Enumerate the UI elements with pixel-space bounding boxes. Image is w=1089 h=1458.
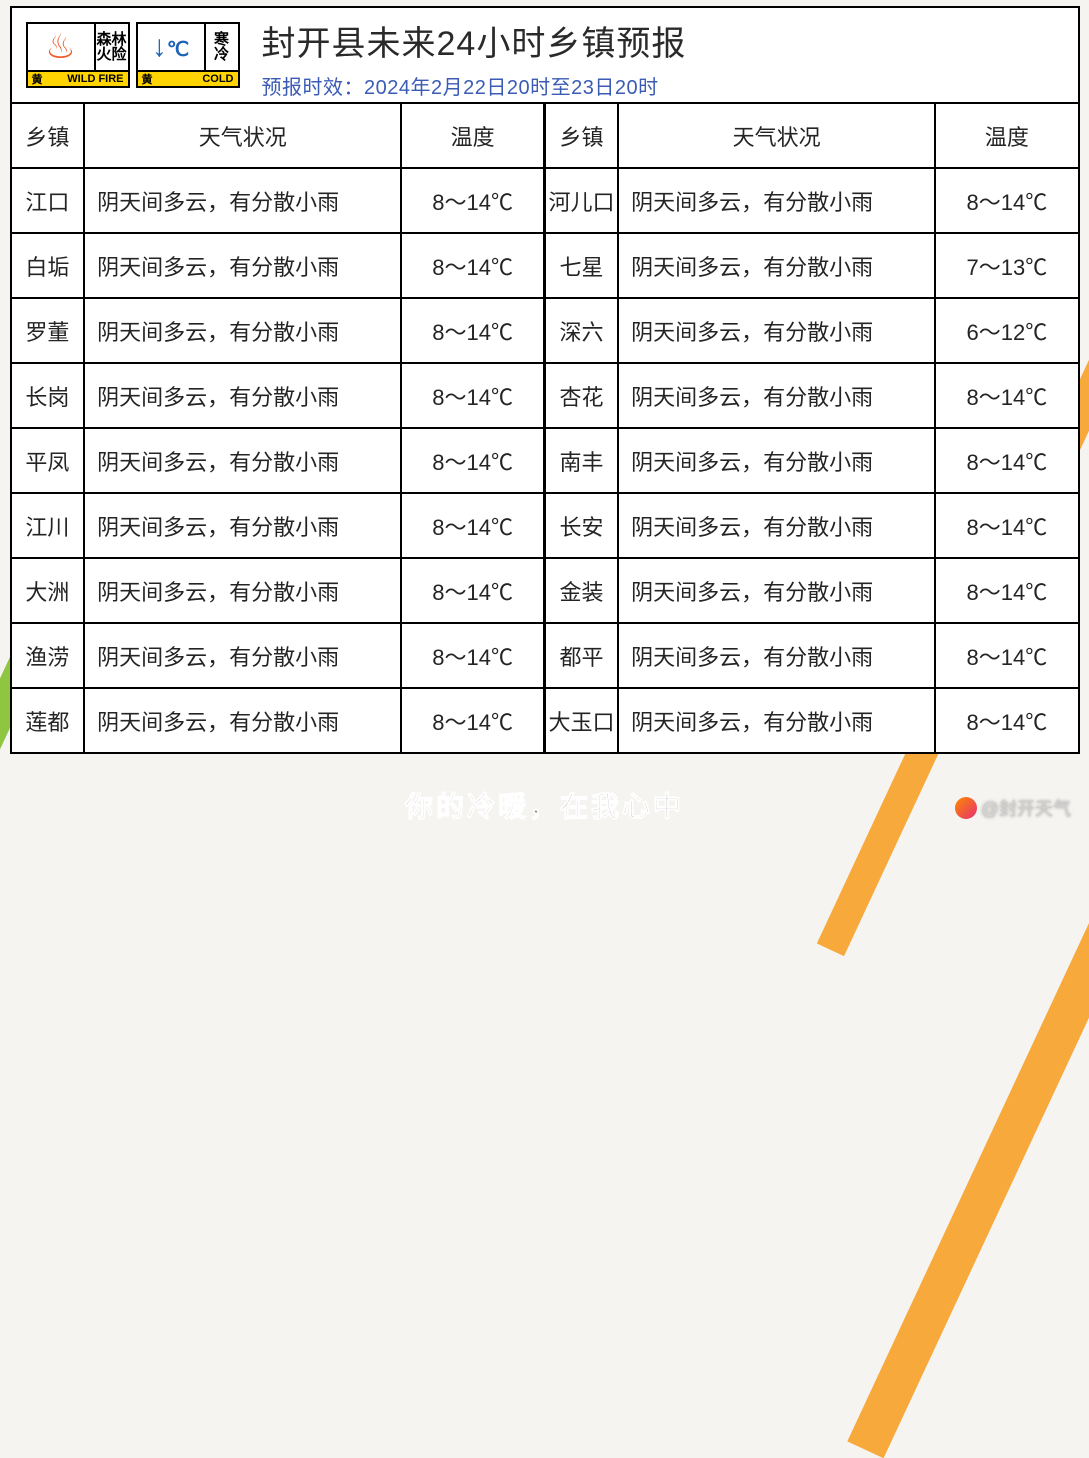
page-subtitle: 预报时效：2024年2月22日20时至23日20时 — [262, 71, 1078, 100]
table-header-row: 乡镇 天气状况 温度 乡镇 天气状况 温度 — [11, 103, 1079, 168]
col-temp-l: 温度 — [401, 103, 544, 168]
col-town-r: 乡镇 — [544, 103, 618, 168]
cell-temp: 6～12℃ — [935, 298, 1078, 363]
cell-wx: 阴天间多云，有分散小雨 — [84, 298, 401, 363]
warning-icons: ♨ 森林 火险 黄 WILD FIRE ↓℃ 寒 — [12, 8, 248, 102]
table-row: 江口阴天间多云，有分散小雨8～14℃河儿口阴天间多云，有分散小雨8～14℃ — [11, 168, 1079, 233]
col-temp-r: 温度 — [935, 103, 1078, 168]
cell-temp: 8～14℃ — [401, 428, 544, 493]
cell-temp: 8～14℃ — [935, 363, 1078, 428]
cell-temp: 8～14℃ — [935, 688, 1078, 753]
cell-town: 大玉口 — [544, 688, 618, 753]
cell-wx: 阴天间多云，有分散小雨 — [84, 168, 401, 233]
col-wx-r: 天气状况 — [618, 103, 935, 168]
cell-town: 长安 — [544, 493, 618, 558]
cell-wx: 阴天间多云，有分散小雨 — [618, 623, 935, 688]
warning-cold: ↓℃ 寒 冷 黄 COLD — [136, 22, 240, 88]
cell-temp: 8～14℃ — [401, 298, 544, 363]
cell-temp: 8～14℃ — [401, 558, 544, 623]
cell-wx: 阴天间多云，有分散小雨 — [84, 428, 401, 493]
fire-label-1: 森林 — [96, 32, 126, 47]
fire-icon: ♨ — [28, 24, 94, 70]
header: ♨ 森林 火险 黄 WILD FIRE ↓℃ 寒 — [10, 6, 1080, 102]
cell-wx: 阴天间多云，有分散小雨 — [84, 688, 401, 753]
cell-temp: 8～14℃ — [401, 233, 544, 298]
cell-town: 江口 — [11, 168, 85, 233]
cell-town: 河儿口 — [544, 168, 618, 233]
cell-town: 七星 — [544, 233, 618, 298]
cell-town: 南丰 — [544, 428, 618, 493]
cell-temp: 8～14℃ — [401, 168, 544, 233]
cell-wx: 阴天间多云，有分散小雨 — [618, 493, 935, 558]
fire-en: WILD FIRE — [67, 73, 123, 85]
cold-level: 黄 — [142, 71, 153, 87]
page-title: 封开县未来24小时乡镇预报 — [262, 16, 1078, 65]
fire-level: 黄 — [32, 71, 43, 87]
table-row: 平凤阴天间多云，有分散小雨8～14℃南丰阴天间多云，有分散小雨8～14℃ — [11, 428, 1079, 493]
warning-fire: ♨ 森林 火险 黄 WILD FIRE — [26, 22, 130, 88]
cell-town: 白垢 — [11, 233, 85, 298]
table-row: 江川阴天间多云，有分散小雨8～14℃长安阴天间多云，有分散小雨8～14℃ — [11, 493, 1079, 558]
cell-town: 江川 — [11, 493, 85, 558]
table-row: 莲都阴天间多云，有分散小雨8～14℃大玉口阴天间多云，有分散小雨8～14℃ — [11, 688, 1079, 753]
col-town-l: 乡镇 — [11, 103, 85, 168]
cell-temp: 8～14℃ — [401, 623, 544, 688]
forecast-table: 乡镇 天气状况 温度 乡镇 天气状况 温度 江口阴天间多云，有分散小雨8～14℃… — [10, 102, 1080, 754]
cell-temp: 8～14℃ — [401, 688, 544, 753]
cell-wx: 阴天间多云，有分散小雨 — [618, 363, 935, 428]
table-row: 渔涝阴天间多云，有分散小雨8～14℃都平阴天间多云，有分散小雨8～14℃ — [11, 623, 1079, 688]
cell-wx: 阴天间多云，有分散小雨 — [84, 493, 401, 558]
cell-town: 罗董 — [11, 298, 85, 363]
cell-temp: 8～14℃ — [935, 558, 1078, 623]
cell-temp: 8～14℃ — [935, 168, 1078, 233]
cell-wx: 阴天间多云，有分散小雨 — [618, 168, 935, 233]
footer-slogan: 你的冷暖，在我心中 — [0, 785, 1089, 825]
cell-temp: 8～14℃ — [935, 428, 1078, 493]
cell-wx: 阴天间多云，有分散小雨 — [84, 558, 401, 623]
cell-wx: 阴天间多云，有分散小雨 — [84, 233, 401, 298]
weibo-icon — [955, 797, 977, 819]
table-row: 白垢阴天间多云，有分散小雨8～14℃七星阴天间多云，有分散小雨7～13℃ — [11, 233, 1079, 298]
table-row: 罗董阴天间多云，有分散小雨8～14℃深六阴天间多云，有分散小雨6～12℃ — [11, 298, 1079, 363]
cell-town: 深六 — [544, 298, 618, 363]
col-wx-l: 天气状况 — [84, 103, 401, 168]
attrib-text: @封开天气 — [981, 795, 1071, 821]
cell-town: 大洲 — [11, 558, 85, 623]
title-box: 封开县未来24小时乡镇预报 预报时效：2024年2月22日20时至23日20时 — [248, 8, 1078, 102]
cold-label-2: 冷 — [214, 47, 229, 62]
cell-temp: 7～13℃ — [935, 233, 1078, 298]
cell-temp: 8～14℃ — [935, 623, 1078, 688]
table-row: 长岗阴天间多云，有分散小雨8～14℃杏花阴天间多云，有分散小雨8～14℃ — [11, 363, 1079, 428]
forecast-card: ♨ 森林 火险 黄 WILD FIRE ↓℃ 寒 — [10, 6, 1080, 754]
cell-temp: 8～14℃ — [401, 363, 544, 428]
fire-label-2: 火险 — [96, 47, 126, 62]
footer-attribution: @封开天气 — [955, 795, 1071, 821]
cell-town: 莲都 — [11, 688, 85, 753]
cell-wx: 阴天间多云，有分散小雨 — [618, 298, 935, 363]
table-row: 大洲阴天间多云，有分散小雨8～14℃金装阴天间多云，有分散小雨8～14℃ — [11, 558, 1079, 623]
cell-wx: 阴天间多云，有分散小雨 — [618, 428, 935, 493]
cold-label-1: 寒 — [214, 32, 229, 47]
cell-town: 都平 — [544, 623, 618, 688]
cell-wx: 阴天间多云，有分散小雨 — [618, 558, 935, 623]
cold-icon: ↓℃ — [138, 24, 204, 70]
cell-town: 长岗 — [11, 363, 85, 428]
cell-temp: 8～14℃ — [401, 493, 544, 558]
cell-town: 平凤 — [11, 428, 85, 493]
cell-wx: 阴天间多云，有分散小雨 — [618, 688, 935, 753]
cell-town: 渔涝 — [11, 623, 85, 688]
cell-town: 金装 — [544, 558, 618, 623]
cell-temp: 8～14℃ — [935, 493, 1078, 558]
cell-town: 杏花 — [544, 363, 618, 428]
cell-wx: 阴天间多云，有分散小雨 — [84, 363, 401, 428]
cell-wx: 阴天间多云，有分散小雨 — [618, 233, 935, 298]
cold-en: COLD — [202, 73, 233, 85]
cell-wx: 阴天间多云，有分散小雨 — [84, 623, 401, 688]
